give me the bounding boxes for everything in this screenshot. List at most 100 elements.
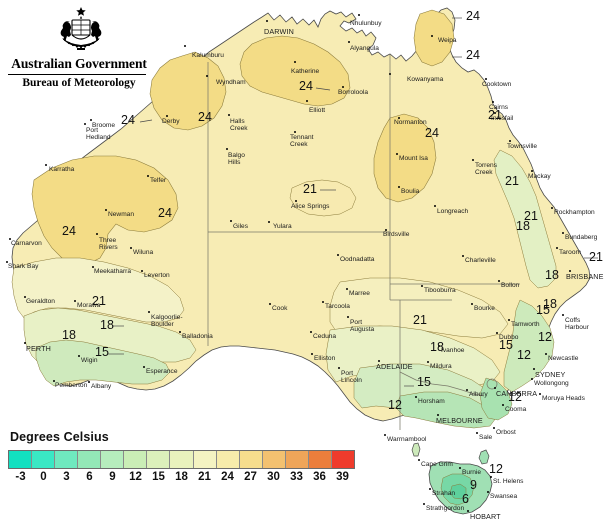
masthead: Australian Government Bureau of Meteorol… [4,4,154,96]
legend-swatch-14 [331,451,354,468]
king-island [411,442,421,457]
place-dot [143,366,146,369]
legend-tick-3: 3 [63,471,70,483]
place-dot [294,61,297,64]
place-dot [562,232,565,235]
place-dot [92,266,95,269]
place-dot [346,288,349,291]
place-dot [508,319,511,322]
place-dot [418,459,421,462]
place-dot [347,316,350,319]
place-dot [467,510,470,513]
place-dot [533,368,536,371]
legend-swatch-11 [262,451,286,468]
legend-tick-0: 0 [40,471,47,483]
place-dot [551,207,554,210]
place-dot [147,175,150,178]
legend-color-bar [8,450,355,469]
legend-swatch-10 [239,451,263,468]
legend-tick-6: 6 [86,471,93,483]
masthead-divider [8,74,146,75]
agency-wordmark: Bureau of Meteorology [22,77,136,89]
isoline-band-snowy-12 [479,377,513,421]
legend-tick-33: 33 [290,471,303,483]
legend-tick-39: 39 [336,471,349,483]
place-dot [130,247,133,250]
tasmania-coldest-core [449,483,467,500]
place-dot [423,503,426,506]
place-dot [476,432,479,435]
place-dot [105,209,108,212]
place-dot [342,86,345,89]
place-dot [462,255,465,258]
place-dot [358,14,361,17]
legend: Degrees Celsius -3 0 3 6 9 12 15 18 21 24 27 30 33 36… [8,430,355,487]
government-wordmark: Australian Government [11,56,147,71]
place-dot [556,247,559,250]
place-dot [90,119,93,122]
place-dot [502,404,505,407]
legend-tick-18: 18 [175,471,188,483]
legend-tick-9: 9 [109,471,116,483]
isoline-region-channelcountry-24 [373,113,437,203]
legend-swatch-13 [308,451,332,468]
legend-tick-27: 27 [244,471,257,483]
place-dot [472,159,475,162]
legend-swatch-5 [124,451,148,468]
isoline-band-15-swwa [35,339,171,387]
place-dot [378,360,381,363]
place-dot [398,117,401,120]
place-dot [74,300,77,303]
australian-coat-of-arms-icon [60,7,102,50]
legend-swatch-4 [101,451,125,468]
isotherm-leader-lines [108,17,598,387]
place-dot [498,280,501,283]
place-dot [206,75,209,78]
place-dot [438,345,441,348]
legend-swatch-12 [285,451,309,468]
place-dot [269,303,272,306]
legend-swatch-2 [55,451,79,468]
legend-tick-12: 12 [129,471,142,483]
place-dot [384,434,387,437]
place-dot [434,205,437,208]
place-dot [531,378,534,381]
place-dot [179,331,182,334]
place-dot [141,270,144,273]
legend-swatch-7 [170,451,194,468]
place-dot [294,131,297,134]
place-dot [487,491,490,494]
place-dot [230,220,233,223]
place-dot [485,78,488,81]
legend-tick-30: 30 [267,471,280,483]
isoline-band-coastal-nsw [503,299,555,393]
place-dot [228,114,231,117]
place-dot [496,332,499,335]
place-dot [459,467,462,470]
place-dot [437,414,440,417]
place-dot [310,331,313,334]
legend-swatch-8 [193,451,217,468]
place-dot [494,387,497,390]
place-dot [148,311,151,314]
place-dot [166,115,169,118]
place-dot [88,381,91,384]
isoline-region-capeyork-24 [413,9,455,67]
place-dot [431,35,434,38]
place-dot [415,396,418,399]
flinders-island [478,449,490,465]
place-dot [184,45,187,48]
place-dot [78,355,81,358]
place-dot [389,73,392,76]
place-dot [429,488,432,491]
place-dot [24,342,27,345]
place-dot [471,303,474,306]
place-dot [466,389,469,392]
place-dot [539,393,542,396]
place-dot [9,238,12,241]
place-dot [337,254,340,257]
place-dot [24,296,27,299]
legend-tick-24: 24 [221,471,234,483]
isoline-band-divide-qld [493,149,557,289]
